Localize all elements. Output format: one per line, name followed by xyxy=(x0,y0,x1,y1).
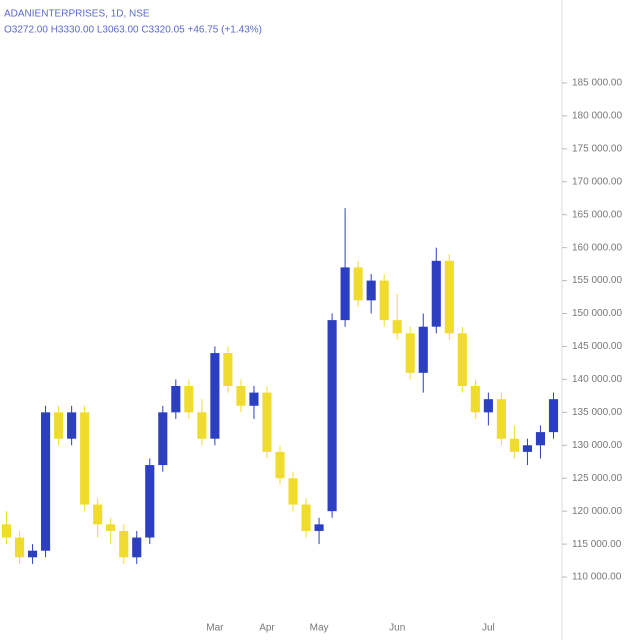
candle-body xyxy=(158,412,168,466)
y-tick-label: 155 000.00 xyxy=(572,275,622,286)
candle-body xyxy=(236,386,246,406)
x-tick-label: May xyxy=(310,623,329,634)
candle-body xyxy=(418,326,428,373)
candle-body xyxy=(548,399,559,433)
y-tick-label: 145 000.00 xyxy=(572,341,622,352)
candle-body xyxy=(93,504,103,525)
candle-body xyxy=(301,504,311,531)
candle-body xyxy=(145,465,155,538)
candle-body xyxy=(184,386,194,413)
candle-body xyxy=(132,537,142,558)
x-tick-label: Apr xyxy=(259,623,275,634)
candle-body xyxy=(509,438,519,452)
y-tick-label: 135 000.00 xyxy=(572,407,622,418)
candle-body xyxy=(522,445,532,452)
candle-body xyxy=(28,550,38,558)
y-tick-label: 150 000.00 xyxy=(572,308,622,319)
candle-body xyxy=(470,386,480,413)
candle-body xyxy=(483,399,493,413)
candle-body xyxy=(119,530,129,558)
candle-body xyxy=(353,267,363,301)
candle-body xyxy=(405,333,415,373)
candle-body xyxy=(314,524,324,531)
candle-body xyxy=(171,386,181,413)
chart-title: ADANIENTERPRISES, 1D, NSE xyxy=(4,9,150,20)
y-tick-label: 115 000.00 xyxy=(572,539,622,550)
y-tick-label: 125 000.00 xyxy=(572,473,622,484)
candle-body xyxy=(1,524,12,538)
candle-body xyxy=(67,412,77,439)
candle-body xyxy=(275,451,285,479)
ohlc-readout: O3272.00 H3330.00 L3063.00 C3320.05 +46.… xyxy=(4,25,262,36)
y-tick-label: 170 000.00 xyxy=(572,176,622,187)
candle-body xyxy=(457,333,467,386)
candle-body xyxy=(379,280,389,321)
candle-body xyxy=(197,412,207,439)
candle-body xyxy=(392,320,402,334)
y-tick-label: 185 000.00 xyxy=(572,78,622,89)
y-tick-label: 110 000.00 xyxy=(572,572,622,583)
candle-body xyxy=(288,478,298,505)
candle-body xyxy=(54,412,64,439)
candle-body xyxy=(431,260,441,327)
candle-body xyxy=(249,392,259,406)
candle-body xyxy=(327,320,337,512)
y-tick-label: 180 000.00 xyxy=(572,111,622,122)
candle-body xyxy=(106,524,116,531)
y-tick-label: 120 000.00 xyxy=(572,506,622,517)
candle-body xyxy=(496,399,506,439)
y-tick-label: 140 000.00 xyxy=(572,374,622,385)
y-tick-label: 175 000.00 xyxy=(572,143,622,154)
candle-body xyxy=(366,280,376,301)
x-tick-label: Jun xyxy=(389,623,405,634)
candle-body xyxy=(340,267,350,321)
x-tick-label: Mar xyxy=(206,623,224,634)
candle-body xyxy=(41,412,51,551)
candle-body xyxy=(535,432,546,446)
candle-body xyxy=(223,353,233,386)
candle-body xyxy=(210,353,220,439)
candle-body xyxy=(262,392,272,452)
candle-body xyxy=(80,412,90,505)
y-tick-label: 165 000.00 xyxy=(572,209,622,220)
y-tick-label: 130 000.00 xyxy=(572,440,622,451)
candle-body xyxy=(444,260,454,334)
candle-body xyxy=(14,537,25,558)
x-tick-label: Jul xyxy=(482,623,495,634)
y-tick-label: 160 000.00 xyxy=(572,242,622,253)
